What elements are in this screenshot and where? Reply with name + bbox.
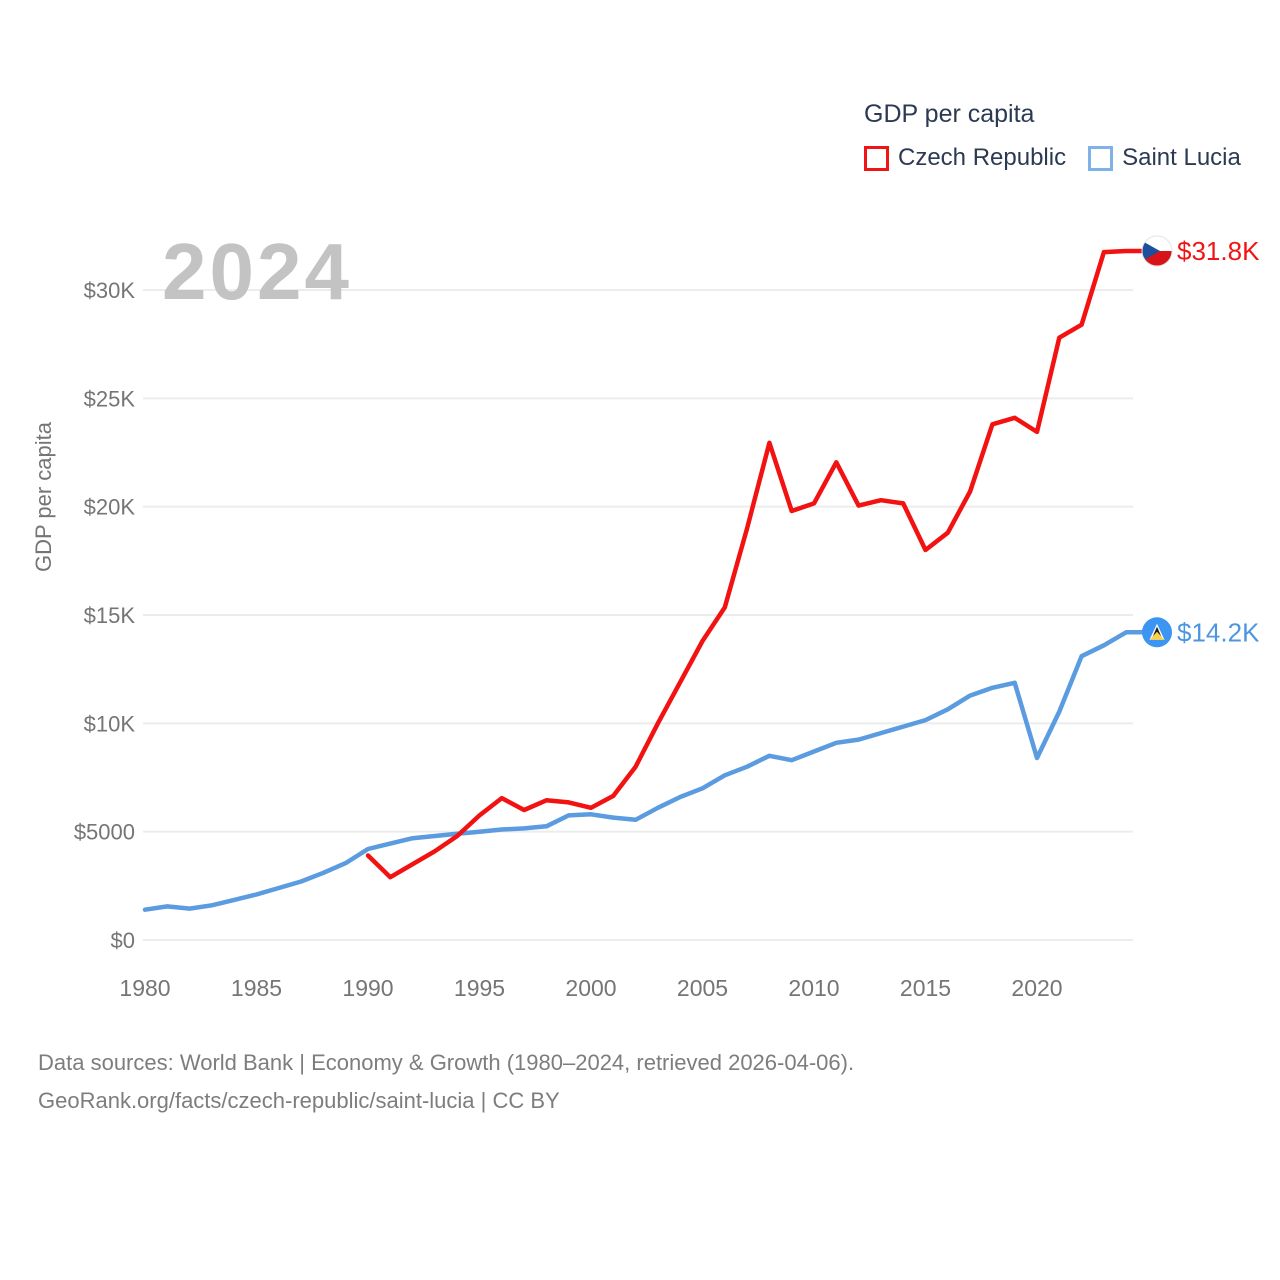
czech-republic-swatch-icon — [864, 145, 889, 171]
series-line-saint-lucia — [142, 630, 1146, 912]
source-url-line[interactable]: GeoRank.org/facts/czech-republic/saint-l… — [38, 1088, 560, 1113]
x-tick-label: 1990 — [342, 975, 393, 1001]
chart-legend: GDP per capita Czech Republic Saint Luci… — [864, 100, 1241, 172]
y-tick-label: $25K — [84, 386, 136, 411]
x-tick-label: 1980 — [119, 975, 170, 1001]
x-tick-label: 2005 — [677, 975, 728, 1001]
x-tick-label: 1985 — [231, 975, 282, 1001]
x-tick-label: 2000 — [565, 975, 616, 1001]
legend-item-czech-republic[interactable]: Czech Republic — [864, 144, 1066, 172]
legend-label: Saint Lucia — [1122, 144, 1241, 171]
x-tick-label: 1995 — [454, 975, 505, 1001]
end-label-saint-lucia: $14.2K — [1177, 617, 1260, 647]
saint-lucia-flag-icon — [1142, 617, 1172, 648]
y-axis-title: GDP per capita — [31, 421, 56, 573]
y-tick-label: $0 — [111, 928, 135, 953]
saint-lucia-swatch-icon — [1088, 145, 1114, 171]
legend-row: Czech Republic Saint Lucia — [864, 144, 1241, 172]
x-tick-label: 2015 — [900, 975, 951, 1001]
legend-item-saint-lucia[interactable]: Saint Lucia — [1088, 144, 1241, 172]
end-label-czech: $31.8K — [1177, 236, 1260, 266]
data-sources-line: Data sources: World Bank | Economy & Gro… — [38, 1050, 855, 1075]
watermark-year: 2024 — [162, 227, 352, 316]
legend-label: Czech Republic — [898, 144, 1067, 171]
legend-title: GDP per capita — [864, 100, 1035, 128]
czech-flag-icon — [1141, 235, 1173, 267]
y-tick-label: $15K — [84, 603, 136, 628]
attribution-footer: Data sources: World Bank | Economy & Gro… — [38, 1044, 854, 1120]
x-tick-label: 2020 — [1011, 975, 1062, 1001]
series-line-czech — [365, 248, 1146, 880]
y-tick-label: $10K — [84, 711, 136, 736]
y-tick-label: $30K — [84, 278, 136, 303]
y-tick-label: $5000 — [74, 820, 135, 845]
x-tick-label: 2010 — [788, 975, 839, 1001]
y-tick-label: $20K — [84, 495, 136, 520]
gdp-line-chart: $0 $5000 $10K $15K $20K $25K $30K 1980 1985 1990 1… — [74, 235, 1260, 1001]
